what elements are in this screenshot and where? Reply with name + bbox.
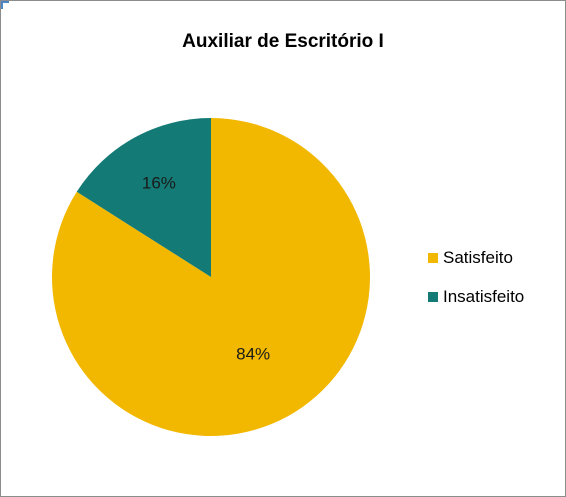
legend-label-satisfeito: Satisfeito bbox=[443, 248, 513, 267]
chart-title: Auxiliar de Escritório I bbox=[182, 31, 384, 52]
legend-label-insatisfeito: Insatisfeito bbox=[443, 287, 525, 306]
legend-item-insatisfeito: Insatisfeito bbox=[428, 286, 524, 308]
pie-slice-satisfeito bbox=[51, 118, 371, 436]
data-label-satisfeito: 84% bbox=[236, 345, 270, 364]
pie-slice-insatisfeito bbox=[76, 117, 211, 277]
data-label-insatisfeito: 16% bbox=[142, 173, 176, 192]
selection-corner-mark bbox=[1, 1, 9, 9]
legend-item-satisfeito: Satisfeito bbox=[428, 247, 524, 269]
legend: Satisfeito Insatisfeito bbox=[428, 247, 524, 325]
legend-swatch-insatisfeito bbox=[428, 292, 438, 302]
legend-swatch-satisfeito bbox=[428, 253, 438, 263]
